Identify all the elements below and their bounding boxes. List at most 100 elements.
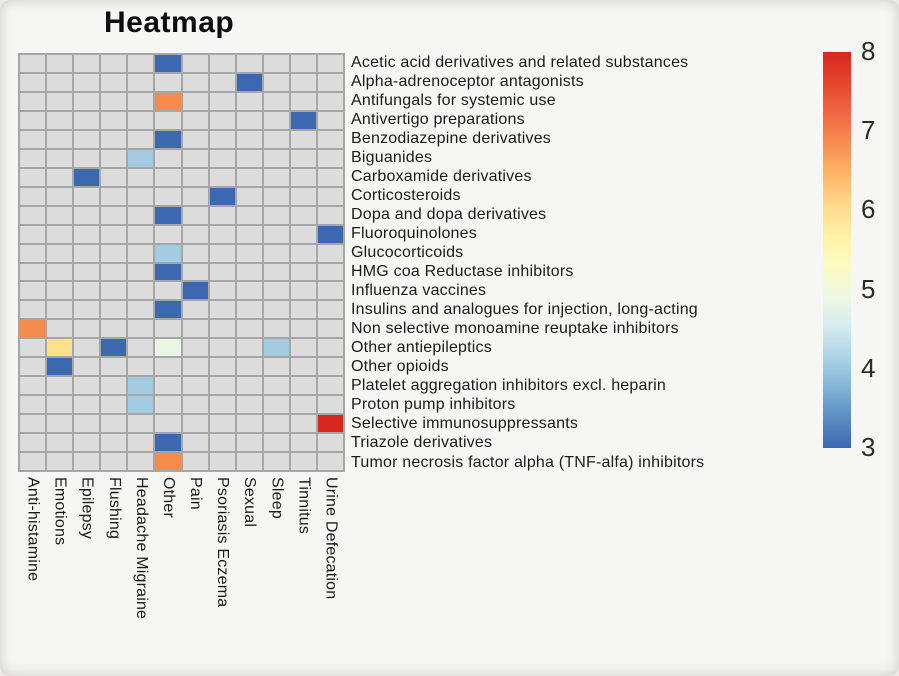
heatmap-cell: [209, 244, 235, 262]
heatmap-cell: [101, 244, 127, 262]
heatmap-cell: [128, 263, 154, 281]
heatmap-cell: [182, 206, 208, 224]
column-label: Psoriasis Eczema: [214, 477, 232, 608]
heatmap-cell: [20, 187, 46, 205]
heatmap-cell: [182, 301, 208, 319]
heatmap-cell: [263, 320, 289, 338]
heatmap-cell: [209, 92, 235, 110]
heatmap-cell: [290, 168, 316, 186]
heatmap-cell: [209, 377, 235, 395]
heatmap-cell: [20, 55, 46, 72]
heatmap-cell: [101, 415, 127, 433]
heatmap-cell: [236, 377, 262, 395]
heatmap-cell: [155, 358, 181, 376]
heatmap-cell: [236, 244, 262, 262]
heatmap-cell: [47, 111, 73, 129]
heatmap-cell: [74, 377, 100, 395]
heatmap-cell: [128, 282, 154, 300]
heatmap-cell: [236, 320, 262, 338]
heatmap-cell: [317, 111, 343, 129]
heatmap-cell: [263, 187, 289, 205]
row-label: Antifungals for systemic use: [351, 91, 556, 109]
heatmap-cell: [20, 282, 46, 300]
heatmap-cell: [263, 415, 289, 433]
heatmap-cell: [101, 149, 127, 167]
heatmap-cell: [47, 73, 73, 91]
heatmap-cell: [128, 434, 154, 452]
heatmap-cell: [236, 187, 262, 205]
heatmap-cell: [128, 396, 154, 414]
heatmap-cell: [317, 320, 343, 338]
heatmap-cell: [101, 206, 127, 224]
heatmap-cell: [74, 206, 100, 224]
heatmap-cell: [20, 244, 46, 262]
heatmap-cell: [290, 377, 316, 395]
heatmap-cell: [101, 73, 127, 91]
heatmap-cell: [317, 130, 343, 148]
heatmap-cell: [47, 92, 73, 110]
heatmap-cell: [182, 339, 208, 357]
heatmap-cell: [47, 377, 73, 395]
row-label: Carboxamide derivatives: [351, 167, 532, 185]
heatmap-cell: [47, 225, 73, 243]
row-labels: Acetic acid derivatives and related subs…: [351, 53, 704, 472]
heatmap-cell: [74, 225, 100, 243]
heatmap-cell: [155, 206, 181, 224]
heatmap-cell: [74, 149, 100, 167]
heatmap-cell: [155, 55, 181, 72]
heatmap-cell: [317, 453, 343, 470]
heatmap-cell: [290, 55, 316, 72]
heatmap-cell: [74, 339, 100, 357]
heatmap-cell: [74, 187, 100, 205]
heatmap-cell: [101, 434, 127, 452]
heatmap-cell: [236, 282, 262, 300]
heatmap-cell: [47, 453, 73, 470]
column-label: Epilepsy: [78, 477, 96, 540]
row-label: Acetic acid derivatives and related subs…: [351, 53, 689, 71]
heatmap-cell: [128, 206, 154, 224]
row-label: Tumor necrosis factor alpha (TNF-alfa) i…: [351, 453, 705, 471]
heatmap-cell: [20, 358, 46, 376]
heatmap-cell: [47, 244, 73, 262]
row-label: Corticosteroids: [351, 186, 461, 204]
heatmap-cell: [20, 415, 46, 433]
heatmap-cell: [155, 377, 181, 395]
heatmap-cell: [128, 149, 154, 167]
heatmap-cell: [74, 396, 100, 414]
heatmap-cell: [20, 377, 46, 395]
heatmap-cell: [263, 282, 289, 300]
heatmap-cell: [101, 55, 127, 72]
column-label: Pain: [187, 477, 205, 510]
heatmap-cell: [155, 73, 181, 91]
heatmap-cell: [263, 168, 289, 186]
heatmap-cell: [290, 434, 316, 452]
heatmap-cell: [236, 111, 262, 129]
heatmap-cell: [74, 282, 100, 300]
colorbar-tick-label: 5: [861, 273, 876, 304]
heatmap-cell: [236, 453, 262, 470]
heatmap-cell: [209, 339, 235, 357]
heatmap-cell: [290, 263, 316, 281]
heatmap-cell: [101, 320, 127, 338]
heatmap-cell: [20, 301, 46, 319]
heatmap-cell: [182, 415, 208, 433]
column-labels: Anti-histamine Emotions Epilepsy Flushing He…: [18, 477, 345, 657]
heatmap-cell: [317, 339, 343, 357]
heatmap-cell: [290, 282, 316, 300]
heatmap-cell: [74, 358, 100, 376]
heatmap-cell: [128, 358, 154, 376]
heatmap-cell: [101, 396, 127, 414]
heatmap-cell: [290, 111, 316, 129]
heatmap-cell: [74, 55, 100, 72]
heatmap-cell: [74, 111, 100, 129]
heatmap-cell: [236, 415, 262, 433]
heatmap-cell: [236, 168, 262, 186]
heatmap-cell: [290, 225, 316, 243]
heatmap-cell: [20, 92, 46, 110]
heatmap-cell: [290, 130, 316, 148]
heatmap-cell: [263, 225, 289, 243]
heatmap-cell: [47, 415, 73, 433]
heatmap-cell: [74, 415, 100, 433]
row-label: Fluoroquinolones: [351, 224, 477, 242]
heatmap-cell: [101, 263, 127, 281]
